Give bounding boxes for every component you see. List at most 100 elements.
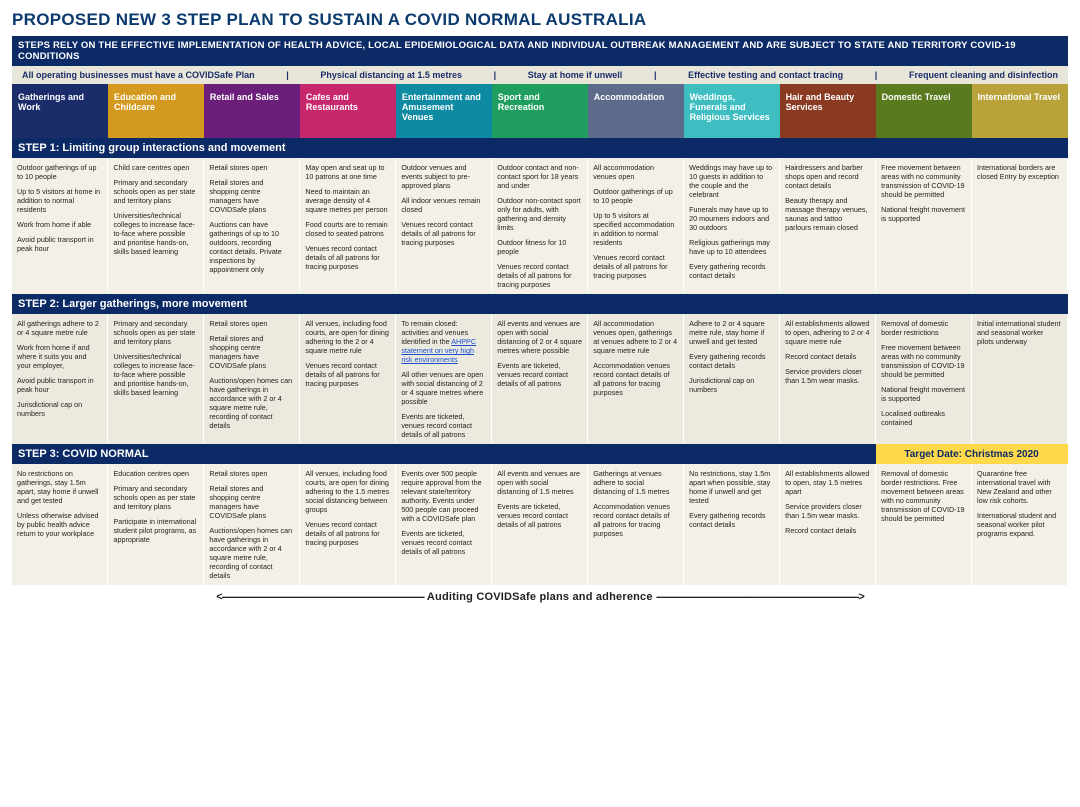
cell-paragraph: Removal of domestic border restrictions.… bbox=[881, 469, 966, 523]
cell-paragraph: Service providers closer than 1.5m wear … bbox=[785, 502, 870, 520]
cell-paragraph: All accommodation venues open, gathering… bbox=[593, 319, 678, 355]
cell-paragraph: Events are ticketed, venues record conta… bbox=[401, 412, 486, 439]
cell-paragraph: International student and seasonal worke… bbox=[977, 511, 1062, 538]
cell-paragraph: Gatherings at venues adhere to social di… bbox=[593, 469, 678, 496]
cell-paragraph: Jurisdictional cap on numbers bbox=[689, 376, 774, 394]
cell-paragraph: Accommodation venues record contact deta… bbox=[593, 502, 678, 538]
step-header-row: STEP 3: COVID NORMALTarget Date: Christm… bbox=[12, 444, 1068, 464]
cell-paragraph: International borders are closed Entry b… bbox=[977, 163, 1062, 181]
content-cell: All venues, including food courts, are o… bbox=[300, 314, 396, 444]
condition-item: Effective testing and contact tracing bbox=[684, 70, 847, 80]
conditions-bar: All operating businesses must have a COV… bbox=[12, 66, 1068, 84]
cell-paragraph: Funerals may have up to 20 mourners indo… bbox=[689, 205, 774, 232]
category-header: Retail and Sales bbox=[204, 84, 300, 138]
content-cell: International borders are closed Entry b… bbox=[972, 158, 1068, 294]
content-row: Outdoor gatherings of up to 10 people Up … bbox=[12, 158, 1068, 294]
content-cell: Free movement between areas with no comm… bbox=[876, 158, 972, 294]
condition-item: Frequent cleaning and disinfection bbox=[905, 70, 1062, 80]
cell-paragraph: Work from home if and where it suits you… bbox=[17, 343, 102, 370]
cell-paragraph: All establishments allowed to open, stay… bbox=[785, 469, 870, 496]
cell-paragraph: All events and venues are open with soci… bbox=[497, 319, 582, 355]
cell-paragraph: Weddings may have up to 10 guests in add… bbox=[689, 163, 774, 199]
cell-paragraph: Primary and secondary schools open as pe… bbox=[113, 484, 198, 511]
cell-paragraph: Removal of domestic border restrictions bbox=[881, 319, 966, 337]
content-cell: All venues, including food courts, are o… bbox=[300, 464, 396, 585]
content-cell: Retail stores openRetail stores and shop… bbox=[204, 314, 300, 444]
content-cell: Primary and secondary schools open as pe… bbox=[108, 314, 204, 444]
cell-paragraph: Every gathering records contact details bbox=[689, 511, 774, 529]
cell-paragraph: Outdoor venues and events subject to pre… bbox=[401, 163, 486, 190]
step-label: STEP 1: Limiting group interactions and … bbox=[12, 138, 1068, 158]
cell-paragraph: Record contact details bbox=[785, 526, 870, 535]
footer-text: Auditing COVIDSafe plans and adherence bbox=[427, 591, 653, 603]
content-cell: Retail stores openRetail stores and shop… bbox=[204, 464, 300, 585]
condition-item: All operating businesses must have a COV… bbox=[18, 70, 259, 80]
cell-paragraph: Up to 5 visitors at home in addition to … bbox=[17, 187, 102, 214]
category-header: Weddings, Funerals and Religious Service… bbox=[684, 84, 780, 138]
cell-paragraph: Primary and secondary schools open as pe… bbox=[113, 178, 198, 205]
content-row: No restrictions on gatherings, stay 1.5m… bbox=[12, 464, 1068, 585]
cell-paragraph: Localised outbreaks contained bbox=[881, 409, 966, 427]
cell-paragraph: All gatherings adhere to 2 or 4 square m… bbox=[17, 319, 102, 337]
cell-paragraph: Retail stores open bbox=[209, 163, 294, 172]
cell-paragraph: Universities/technical colleges to incre… bbox=[113, 211, 198, 256]
condition-item: Physical distancing at 1.5 metres bbox=[316, 70, 466, 80]
content-cell: All establishments allowed to open, stay… bbox=[780, 464, 876, 585]
content-cell: Weddings may have up to 10 guests in add… bbox=[684, 158, 780, 294]
content-cell: Retail stores openRetail stores and shop… bbox=[204, 158, 300, 294]
cell-paragraph: Every gathering records contact details bbox=[689, 262, 774, 280]
cell-paragraph: Outdoor non-contact sport only for adult… bbox=[497, 196, 582, 232]
cell-paragraph: Up to 5 visitors at specified accommodat… bbox=[593, 211, 678, 247]
step-header-row: STEP 1: Limiting group interactions and … bbox=[12, 138, 1068, 158]
footer-dash-left: <---------------------------------------… bbox=[216, 591, 424, 603]
cell-paragraph: National freight movement is supported bbox=[881, 205, 966, 223]
cell-paragraph: Quarantine free international travel wit… bbox=[977, 469, 1062, 505]
content-cell: To remain closed: activities and venues … bbox=[396, 314, 492, 444]
cell-paragraph: Food courts are to remain closed to seat… bbox=[305, 220, 390, 238]
step-label: STEP 2: Larger gatherings, more movement bbox=[12, 294, 1068, 314]
cell-paragraph: Beauty therapy and massage therapy venue… bbox=[785, 196, 870, 232]
content-cell: Outdoor venues and events subject to pre… bbox=[396, 158, 492, 294]
content-row: All gatherings adhere to 2 or 4 square m… bbox=[12, 314, 1068, 444]
content-cell: Education centres open Primary and second… bbox=[108, 464, 204, 585]
category-header: Hair and Beauty Services bbox=[780, 84, 876, 138]
cell-paragraph: Retail stores and shopping centre manage… bbox=[209, 334, 294, 370]
cell-paragraph: Outdoor gatherings of up to 10 people bbox=[17, 163, 102, 181]
cell-paragraph: Jurisdictional cap on numbers bbox=[17, 400, 102, 418]
page-title: PROPOSED NEW 3 STEP PLAN TO SUSTAIN A CO… bbox=[12, 10, 1068, 30]
content-cell: All accommodation venues openOutdoor gat… bbox=[588, 158, 684, 294]
cell-paragraph: Education centres open bbox=[113, 469, 198, 478]
cell-paragraph: Events over 500 people require approval … bbox=[401, 469, 486, 523]
category-header: Accommodation bbox=[588, 84, 684, 138]
cell-paragraph: Auctions/open homes can have gatherings … bbox=[209, 526, 294, 580]
cell-paragraph: Initial international student and season… bbox=[977, 319, 1062, 346]
cell-paragraph: Free movement between areas with no comm… bbox=[881, 163, 966, 199]
cell-paragraph: Child care centres open bbox=[113, 163, 198, 172]
content-cell: Hairdressers and barber shops open and r… bbox=[780, 158, 876, 294]
cell-paragraph: No restrictions on gatherings, stay 1.5m… bbox=[17, 469, 102, 505]
content-cell: Child care centres open Primary and secon… bbox=[108, 158, 204, 294]
content-cell: All events and venues are open with soci… bbox=[492, 464, 588, 585]
footer-auditing: <---------------------------------------… bbox=[12, 585, 1068, 603]
ahppc-link[interactable]: AHPPC statement on very high risk enviro… bbox=[401, 337, 476, 364]
cell-paragraph: Venues record contact details of all pat… bbox=[305, 520, 390, 547]
footer-dash-right: ----------------------------------------… bbox=[656, 591, 864, 603]
cell-paragraph: Events are ticketed, venues record conta… bbox=[497, 502, 582, 529]
content-cell: Removal of domestic border restrictions.… bbox=[876, 464, 972, 585]
category-header: Domestic Travel bbox=[876, 84, 972, 138]
cell-paragraph: Accommodation venues record contact deta… bbox=[593, 361, 678, 397]
cell-paragraph: May open and seat up to 10 patrons at on… bbox=[305, 163, 390, 181]
cell-paragraph: Participate in international student pil… bbox=[113, 517, 198, 544]
cell-paragraph: Need to maintain an average density of 4… bbox=[305, 187, 390, 214]
cell-paragraph: Outdoor contact and non-contact sport fo… bbox=[497, 163, 582, 190]
cell-paragraph: Universities/technical colleges to incre… bbox=[113, 352, 198, 397]
plan-table: Gatherings and WorkEducation and Childca… bbox=[12, 84, 1068, 585]
category-header: Gatherings and Work bbox=[12, 84, 108, 138]
cell-paragraph: Venues record contact details of all pat… bbox=[497, 262, 582, 289]
content-cell: No restrictions on gatherings, stay 1.5m… bbox=[12, 464, 108, 585]
content-cell: Events over 500 people require approval … bbox=[396, 464, 492, 585]
cell-paragraph: Retail stores open bbox=[209, 469, 294, 478]
content-cell: All accommodation venues open, gathering… bbox=[588, 314, 684, 444]
category-header-row: Gatherings and WorkEducation and Childca… bbox=[12, 84, 1068, 138]
content-cell: Outdoor contact and non-contact sport fo… bbox=[492, 158, 588, 294]
